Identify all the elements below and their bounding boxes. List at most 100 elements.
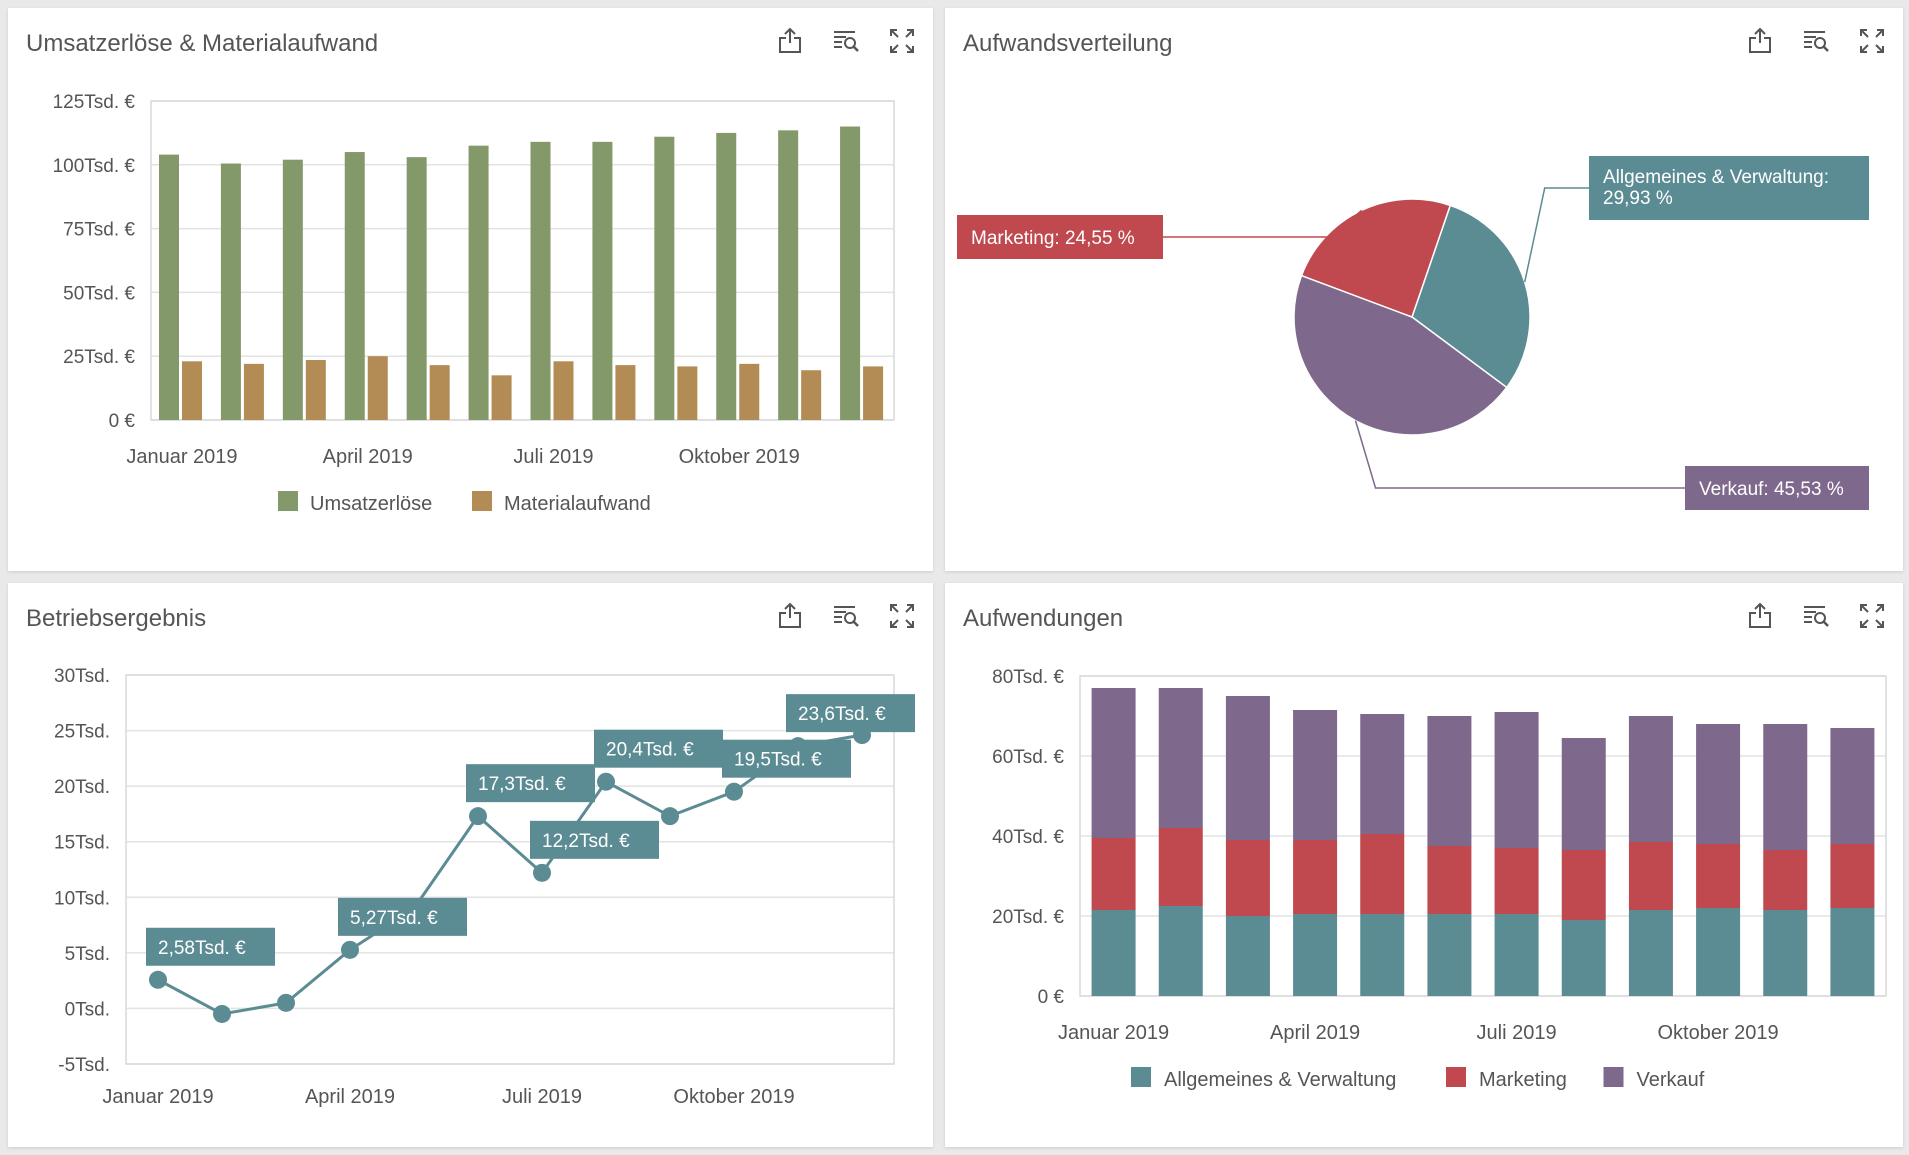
maximize-icon[interactable] xyxy=(887,601,917,631)
bar xyxy=(778,130,799,420)
data-point xyxy=(661,807,679,826)
x-tick-label: Juli 2019 xyxy=(513,446,593,468)
stacked-bar-segment xyxy=(1225,696,1270,840)
panel-title: Aufwendungen xyxy=(963,605,1124,632)
stacked-bar-segment xyxy=(1091,688,1136,838)
legend-swatch xyxy=(1603,1067,1624,1087)
bar xyxy=(553,361,574,420)
data-point xyxy=(597,772,615,791)
x-tick-label: Oktober 2019 xyxy=(1657,1022,1778,1044)
legend-swatch xyxy=(472,491,492,511)
y-tick-label: 5Tsd. xyxy=(65,944,110,965)
y-tick-label: 125Tsd. € xyxy=(53,92,136,113)
y-tick-label: 15Tsd. xyxy=(54,833,110,854)
y-tick-label: 30Tsd. xyxy=(54,666,110,687)
filter-search-icon[interactable] xyxy=(1801,26,1831,56)
x-tick-label: Januar 2019 xyxy=(1058,1022,1169,1044)
expense-distribution-pie-chart: Allgemeines & Verwaltung:29,93 % Verkauf:… xyxy=(957,156,1869,510)
legend-label: Materialaufwand xyxy=(504,493,651,515)
legend-label: Umsatzerlöse xyxy=(310,493,432,515)
export-icon[interactable] xyxy=(1745,601,1775,631)
panel-toolbar xyxy=(1745,26,1887,56)
data-point xyxy=(533,863,551,882)
stacked-bar-segment xyxy=(1494,914,1539,996)
bar xyxy=(429,365,450,420)
y-tick-label: -5Tsd. xyxy=(58,1055,110,1076)
stacked-bar-segment xyxy=(1561,850,1606,920)
maximize-icon[interactable] xyxy=(1857,26,1887,56)
data-label-box xyxy=(530,820,659,859)
data-label: 5,27Tsd. € xyxy=(350,908,438,929)
export-icon[interactable] xyxy=(775,26,805,56)
series-line xyxy=(157,733,863,1016)
x-tick-label: Januar 2019 xyxy=(126,446,237,468)
bar xyxy=(615,365,636,420)
data-point xyxy=(341,940,359,959)
y-tick-label: 25Tsd. xyxy=(54,722,110,743)
slice-label: Allgemeines & Verwaltung: xyxy=(1603,167,1829,188)
bar xyxy=(801,370,822,420)
bar xyxy=(468,145,489,420)
y-tick-label: 75Tsd. € xyxy=(63,220,135,241)
filter-search-icon[interactable] xyxy=(831,601,861,631)
bar xyxy=(282,159,303,421)
bar xyxy=(863,366,884,420)
operating-result-line-chart: -5Tsd. 0Tsd. 5Tsd. 10Tsd. 15Tsd. 20Tsd. 25Tsd.… xyxy=(54,666,915,1108)
data-label-box xyxy=(146,927,275,966)
export-icon[interactable] xyxy=(775,601,805,631)
stacked-bar-segment xyxy=(1293,914,1338,996)
bar xyxy=(243,363,264,420)
export-icon[interactable] xyxy=(1745,26,1775,56)
data-label-box xyxy=(786,694,915,733)
x-tick-label: Oktober 2019 xyxy=(679,446,800,468)
filter-search-icon[interactable] xyxy=(1801,601,1831,631)
stacked-bar-segment xyxy=(1696,908,1741,996)
bar xyxy=(654,136,675,420)
stacked-bar-segment xyxy=(1427,846,1472,914)
data-label: 23,6Tsd. € xyxy=(798,704,886,725)
stacked-bar-segment xyxy=(1158,906,1203,996)
data-label: 19,5Tsd. € xyxy=(734,750,822,771)
y-tick-label: 10Tsd. xyxy=(54,888,110,909)
y-tick-label: 80Tsd. € xyxy=(992,667,1064,688)
legend-label: Verkauf xyxy=(1637,1069,1705,1091)
y-tick-label: 100Tsd. € xyxy=(53,156,136,177)
stacked-bar-segment xyxy=(1091,838,1136,910)
filter-search-icon[interactable] xyxy=(831,26,861,56)
stacked-bar-segment xyxy=(1091,910,1136,996)
stacked-bar-segment xyxy=(1696,724,1741,844)
stacked-bar-segment xyxy=(1360,714,1405,834)
stacked-bar-segment xyxy=(1427,716,1472,846)
stacked-bar-segment xyxy=(1494,848,1539,914)
y-tick-label: 0 € xyxy=(1038,987,1065,1008)
x-tick-label: Januar 2019 xyxy=(102,1086,213,1108)
label-connector xyxy=(1523,187,1589,283)
y-tick-label: 60Tsd. € xyxy=(992,747,1064,768)
stacked-bar-segment xyxy=(1628,910,1673,996)
panel-toolbar xyxy=(1745,601,1887,631)
maximize-icon[interactable] xyxy=(887,26,917,56)
stacked-bar-segment xyxy=(1830,844,1875,908)
data-point xyxy=(213,1004,231,1023)
slice-label: Marketing: 24,55 % xyxy=(971,228,1135,249)
expenses-panel: Aufwendungen 0 € 20Tsd. € 40Tsd. € 60Tsd. €… xyxy=(945,583,1903,1147)
bar xyxy=(367,356,388,420)
x-tick-label: April 2019 xyxy=(305,1086,395,1108)
slice-label: Verkauf: 45,53 % xyxy=(1699,479,1844,500)
data-point xyxy=(149,970,167,989)
bar xyxy=(491,375,512,420)
bar xyxy=(530,141,551,420)
plot-frame xyxy=(1079,675,1887,997)
bar xyxy=(406,157,427,421)
bar xyxy=(677,366,698,420)
y-tick-label: 20Tsd. xyxy=(54,777,110,798)
stacked-bar-segment xyxy=(1561,738,1606,850)
bar xyxy=(182,361,202,420)
revenue-material-bar-chart: 0 € 25Tsd. € 50Tsd. € 75Tsd. € 100Tsd. € 125T… xyxy=(53,92,895,515)
y-tick-label: 0Tsd. xyxy=(65,999,110,1020)
bar xyxy=(716,132,737,420)
maximize-icon[interactable] xyxy=(1857,601,1887,631)
y-tick-label: 40Tsd. € xyxy=(992,827,1064,848)
stacked-bar-segment xyxy=(1628,842,1673,910)
data-label-box xyxy=(722,739,851,778)
